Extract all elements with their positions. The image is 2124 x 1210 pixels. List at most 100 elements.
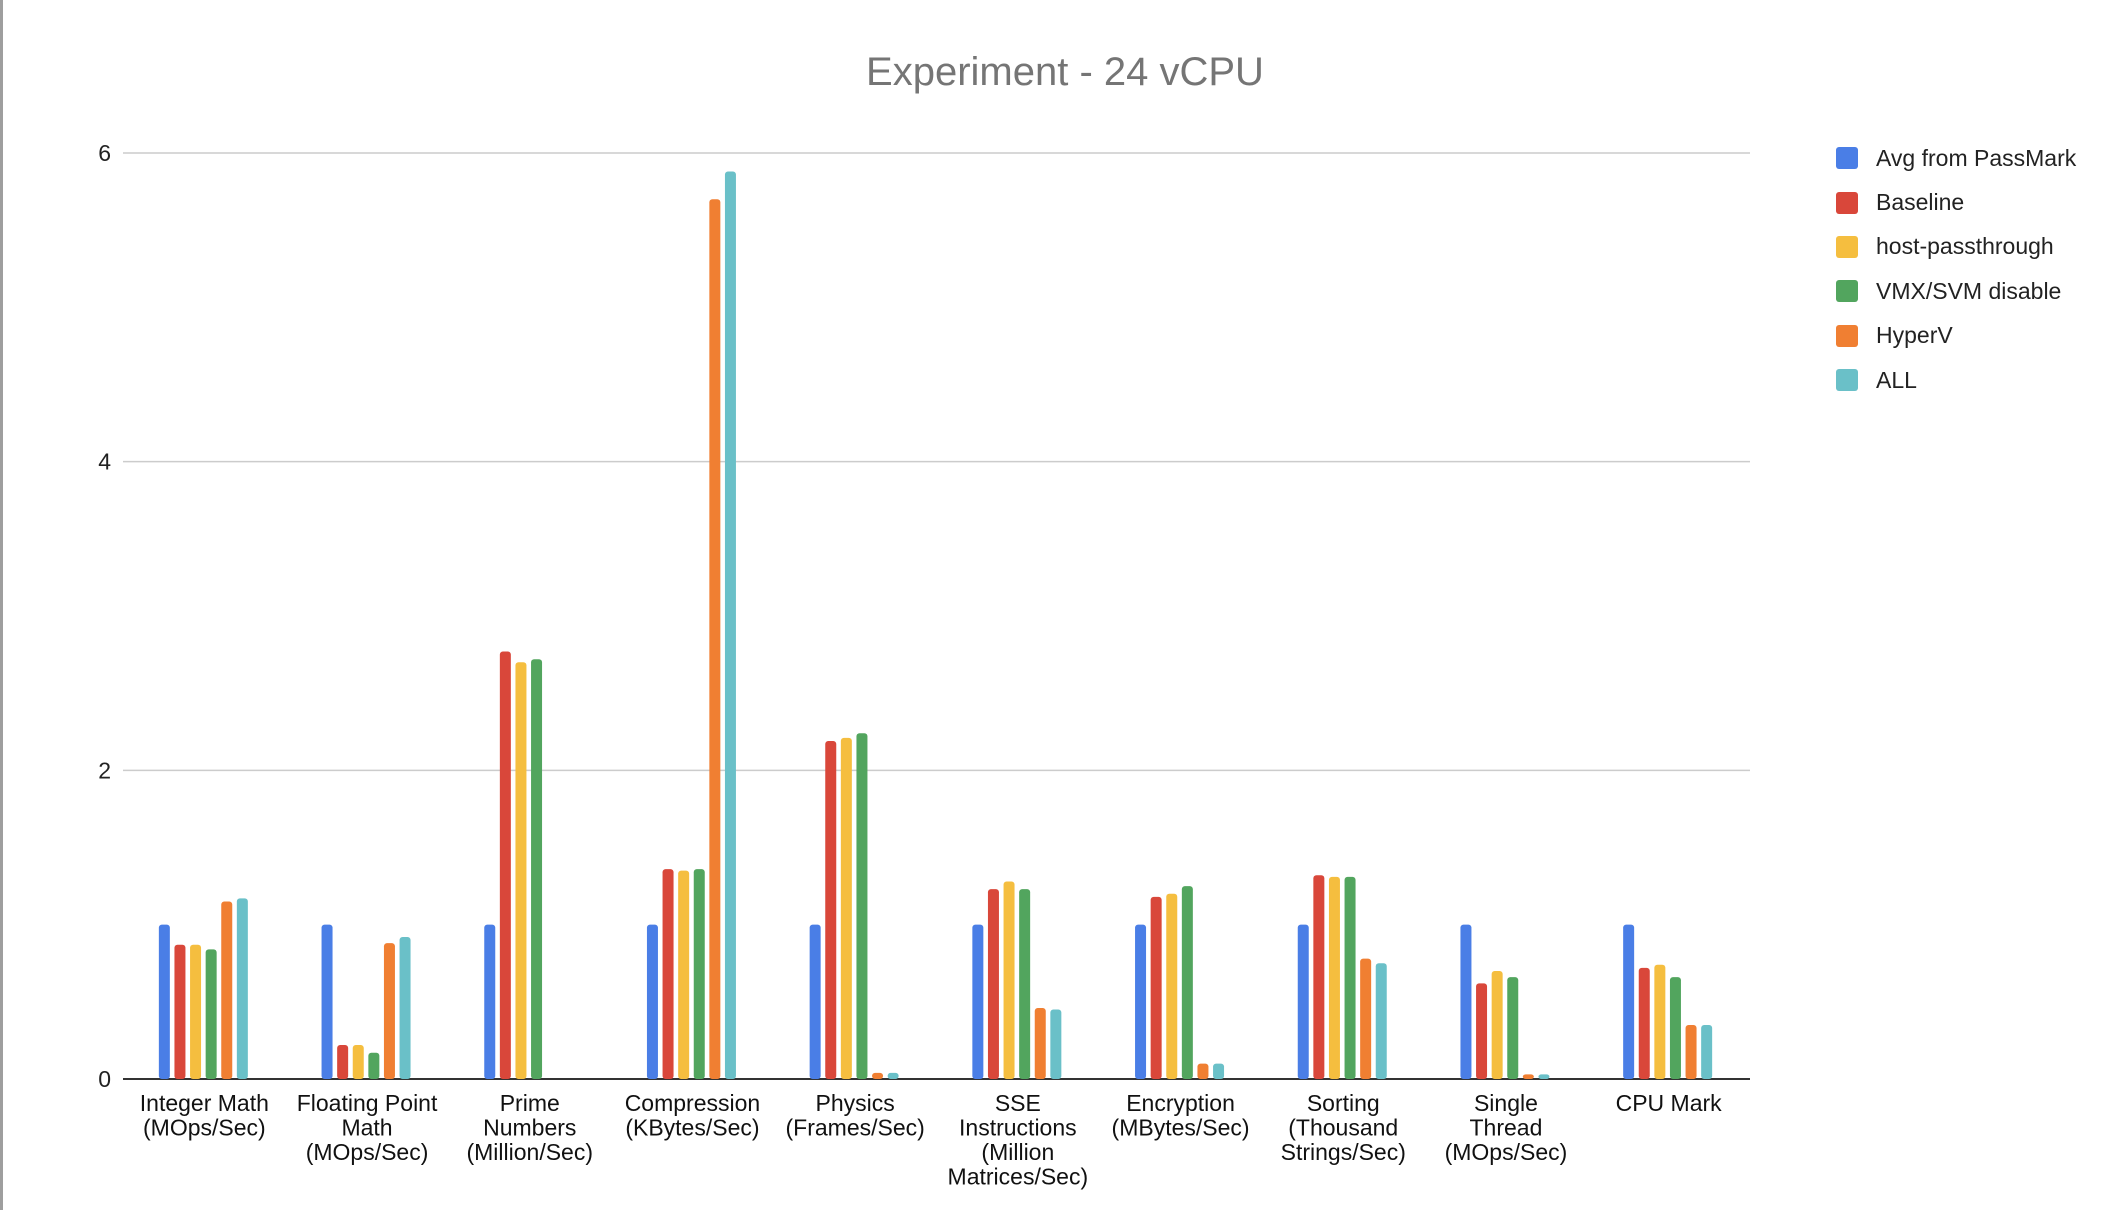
bar: [872, 1072, 884, 1079]
x-tick-label-line: Sorting: [1307, 1090, 1380, 1116]
legend-item: Avg from PassMark: [1836, 136, 2076, 180]
bar: [221, 901, 233, 1079]
x-tick-label-line: (MOps/Sec): [143, 1115, 266, 1141]
bar: [1638, 967, 1650, 1079]
bar: [1538, 1074, 1550, 1079]
bar: [1034, 1008, 1046, 1079]
bar: [499, 651, 511, 1079]
x-tick-label-line: Instructions: [959, 1115, 1077, 1141]
x-tick-label-line: Single: [1474, 1090, 1538, 1116]
bar: [1166, 893, 1178, 1079]
x-tick-label: Floating Point Math (MOps/Sec): [297, 1090, 438, 1165]
bar: [321, 924, 333, 1079]
x-tick-label: SSE Instructions (Million Matrices/Sec): [948, 1090, 1089, 1190]
legend: Avg from PassMark Baseline host-passthroug…: [1836, 136, 2076, 402]
legend-item: host-passthrough: [1836, 225, 2076, 269]
legend-label: Baseline: [1876, 189, 1965, 216]
legend-label: ALL: [1876, 366, 1917, 393]
bar: [337, 1045, 349, 1079]
bar: [987, 889, 999, 1079]
legend-swatch: [1836, 235, 1858, 258]
y-tick-label: 0: [98, 1066, 111, 1092]
bar: [1135, 924, 1147, 1079]
bar: [1701, 1024, 1713, 1079]
bar: [515, 662, 527, 1079]
bar: [1197, 1063, 1209, 1079]
bar: [368, 1052, 380, 1079]
x-tick-label-line: (Thousand: [1288, 1115, 1398, 1141]
bar: [1623, 924, 1635, 1079]
x-tick-label-line: (MOps/Sec): [306, 1139, 429, 1165]
bar: [840, 737, 852, 1079]
x-tick-label-line: (MOps/Sec): [1445, 1139, 1568, 1165]
x-tick-label: Sorting (Thousand Strings/Sec): [1281, 1090, 1406, 1165]
bar: [1181, 886, 1193, 1079]
x-tick-label-line: SSE: [995, 1090, 1041, 1116]
chart-title: Experiment - 24 vCPU: [866, 50, 1264, 94]
x-tick-label-line: Encryption: [1126, 1090, 1235, 1116]
y-tick-label: 2: [98, 757, 111, 783]
x-tick-label-line: (KBytes/Sec): [625, 1115, 759, 1141]
x-tick-label: Integer Math (MOps/Sec): [140, 1090, 269, 1141]
x-tick-label-line: (MBytes/Sec): [1112, 1115, 1250, 1141]
x-tick-label-line: Prime: [500, 1090, 560, 1116]
x-tick-label-line: CPU Mark: [1616, 1090, 1723, 1116]
x-tick-label: Compression (KBytes/Sec): [625, 1090, 761, 1141]
x-tick-label: Encryption (MBytes/Sec): [1112, 1090, 1250, 1141]
x-tick-label: Prime Numbers (Million/Sec): [466, 1090, 593, 1165]
x-tick-label-line: (Million/Sec): [466, 1139, 593, 1165]
x-tick-label: CPU Mark: [1616, 1090, 1723, 1116]
bar: [352, 1045, 364, 1079]
bar: [1360, 958, 1372, 1079]
bar: [856, 733, 868, 1079]
x-tick-label-line: (Million: [981, 1139, 1054, 1165]
bar: [887, 1072, 899, 1079]
bar: [693, 869, 705, 1079]
bar: [1344, 876, 1356, 1079]
legend-swatch: [1836, 324, 1858, 347]
legend-swatch: [1836, 147, 1858, 170]
bar: [1003, 881, 1015, 1079]
bar: [484, 924, 496, 1079]
bar: [1313, 875, 1325, 1079]
bar: [1328, 876, 1340, 1079]
x-tick-label-line: Matrices/Sec): [948, 1164, 1089, 1190]
bar: [1297, 924, 1309, 1079]
legend-swatch: [1836, 280, 1858, 303]
x-tick-label-line: Strings/Sec): [1281, 1139, 1406, 1165]
x-tick-label: Single Thread (MOps/Sec): [1445, 1090, 1568, 1165]
x-tick-label-line: Thread: [1470, 1115, 1543, 1141]
x-tick-label: Physics (Frames/Sec): [786, 1090, 925, 1141]
bar: [1375, 963, 1387, 1079]
bar: [399, 937, 411, 1079]
bar: [1150, 896, 1162, 1079]
bar: [190, 944, 202, 1079]
legend-label: host-passthrough: [1876, 233, 2054, 260]
x-tick-label-line: Compression: [625, 1090, 761, 1116]
bar: [662, 869, 674, 1079]
x-tick-label-line: Physics: [816, 1090, 895, 1116]
y-tick-label: 6: [98, 140, 111, 166]
x-tick-label-line: Math: [341, 1115, 392, 1141]
bar: [1685, 1024, 1697, 1079]
bar: [1654, 964, 1666, 1079]
bar: [809, 924, 821, 1079]
bar: [646, 924, 658, 1079]
bar: [158, 924, 170, 1079]
legend-item: VMX/SVM disable: [1836, 269, 2076, 313]
bar: [205, 949, 217, 1079]
bar: [1669, 977, 1681, 1079]
x-tick-label-line: Numbers: [483, 1115, 576, 1141]
bar: [531, 659, 543, 1079]
bar: [972, 924, 984, 1079]
bar: [724, 171, 736, 1079]
bar: [1460, 924, 1472, 1079]
bar: [1522, 1074, 1534, 1079]
x-tick-label-line: Integer Math: [140, 1090, 269, 1116]
x-tick-label-line: (Frames/Sec): [786, 1115, 925, 1141]
legend-item: ALL: [1836, 358, 2076, 402]
bar: [383, 943, 395, 1079]
legend-item: Baseline: [1836, 180, 2076, 224]
